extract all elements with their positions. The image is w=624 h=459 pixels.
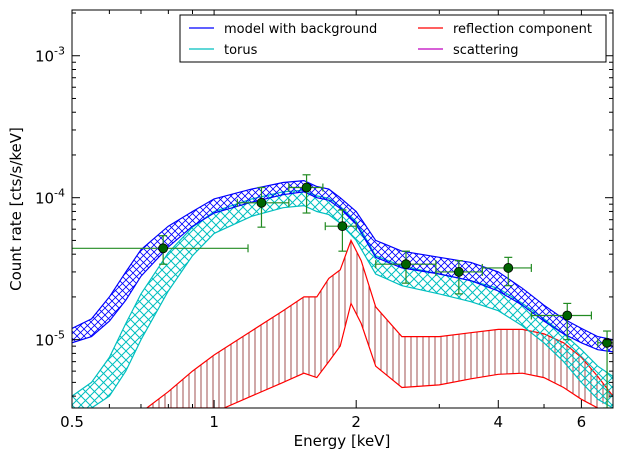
data-point (288, 174, 324, 214)
reflection-band-fill (146, 240, 613, 408)
y-tick-label: 10-5 (35, 329, 65, 350)
data-points (72, 174, 613, 408)
data-marker (337, 221, 348, 232)
data-point (435, 260, 483, 295)
data-point (375, 250, 437, 284)
torus-band-fill (72, 190, 613, 408)
data-marker (562, 310, 573, 321)
uncertainty-bands (72, 179, 613, 408)
torus-lower-line (72, 204, 613, 408)
x-tick-label: 4 (494, 413, 504, 431)
data-point (597, 330, 613, 408)
legend-label-torus: torus (224, 43, 258, 58)
x-tick-label: 6 (577, 413, 587, 431)
model-upper-line (72, 179, 613, 341)
data-point (236, 186, 290, 228)
y-axis-label: Count rate [cts/s/keV] (7, 127, 25, 291)
x-axis-label: Energy [keV] (294, 432, 391, 450)
reflection-lower-line (146, 301, 599, 408)
data-marker (401, 259, 411, 270)
data-point (530, 302, 593, 341)
y-tick-label: 10-4 (35, 187, 65, 208)
x-tick-label: 1 (209, 413, 219, 431)
data-marker (256, 197, 267, 208)
legend-label-scattering: scattering (453, 43, 519, 58)
data-marker (602, 337, 612, 348)
legend-label-reflection: reflection component (453, 22, 592, 37)
data-marker (301, 182, 312, 193)
model-lower-line (72, 191, 613, 353)
data-marker (453, 267, 464, 277)
legend-box (179, 14, 607, 63)
plot-area (72, 174, 613, 408)
legend: model with background reflection compone… (179, 14, 607, 63)
data-marker (503, 263, 514, 273)
data-point (72, 235, 249, 265)
data-marker (158, 243, 169, 254)
plot-frame (71, 9, 614, 409)
axis-ticks (71, 10, 614, 408)
tick-labels: 0.5 1 2 4 6 10-5 10-4 10-3 (35, 45, 586, 431)
legend-label-model: model with background (224, 22, 377, 37)
data-point (324, 209, 357, 252)
x-tick-label: 0.5 (60, 413, 84, 431)
x-tick-label: 2 (351, 413, 361, 431)
y-tick-label: 10-3 (35, 45, 65, 66)
data-point (481, 256, 532, 287)
